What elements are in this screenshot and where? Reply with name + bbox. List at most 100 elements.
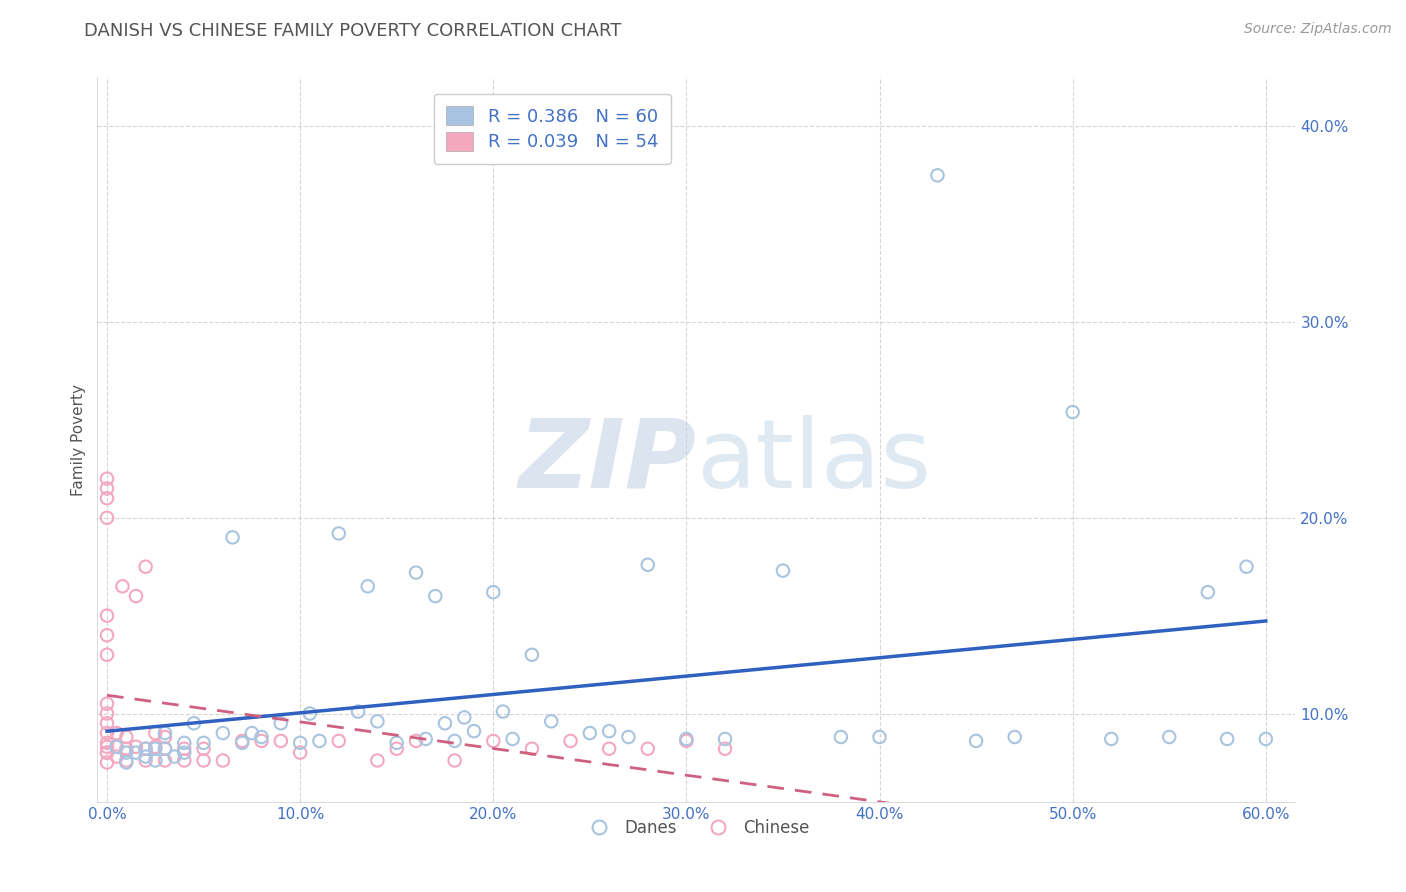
Point	[637, 741, 659, 756]
Point	[366, 714, 388, 729]
Point	[212, 754, 235, 768]
Point	[433, 716, 456, 731]
Point	[675, 731, 697, 746]
Point	[1236, 559, 1258, 574]
Text: DANISH VS CHINESE FAMILY POVERTY CORRELATION CHART: DANISH VS CHINESE FAMILY POVERTY CORRELA…	[84, 22, 621, 40]
Point	[1159, 730, 1181, 744]
Point	[463, 724, 485, 739]
Point	[125, 739, 148, 754]
Point	[231, 734, 253, 748]
Point	[221, 530, 243, 544]
Point	[153, 726, 176, 740]
Point	[1004, 730, 1026, 744]
Point	[153, 730, 176, 744]
Point	[425, 589, 447, 603]
Point	[105, 726, 128, 740]
Point	[1216, 731, 1239, 746]
Legend: Danes, Chinese: Danes, Chinese	[576, 813, 817, 844]
Point	[115, 756, 138, 770]
Point	[385, 736, 408, 750]
Point	[153, 741, 176, 756]
Point	[772, 564, 794, 578]
Point	[443, 754, 465, 768]
Point	[143, 726, 166, 740]
Point	[115, 730, 138, 744]
Point	[96, 491, 118, 506]
Point	[125, 746, 148, 760]
Point	[173, 754, 195, 768]
Point	[1254, 731, 1277, 746]
Point	[173, 741, 195, 756]
Point	[143, 741, 166, 756]
Point	[482, 734, 505, 748]
Text: atlas: atlas	[696, 415, 931, 508]
Point	[96, 756, 118, 770]
Point	[96, 608, 118, 623]
Point	[598, 741, 620, 756]
Point	[193, 741, 215, 756]
Point	[675, 734, 697, 748]
Point	[328, 734, 350, 748]
Point	[173, 746, 195, 760]
Point	[115, 754, 138, 768]
Point	[96, 628, 118, 642]
Point	[714, 731, 737, 746]
Point	[250, 730, 273, 744]
Point	[143, 739, 166, 754]
Point	[453, 710, 475, 724]
Point	[443, 734, 465, 748]
Point	[111, 579, 134, 593]
Point	[183, 716, 205, 731]
Point	[240, 726, 263, 740]
Point	[96, 510, 118, 524]
Point	[579, 726, 602, 740]
Point	[96, 706, 118, 721]
Point	[1062, 405, 1084, 419]
Point	[385, 741, 408, 756]
Point	[250, 734, 273, 748]
Point	[193, 736, 215, 750]
Point	[308, 734, 330, 748]
Point	[1197, 585, 1219, 599]
Point	[96, 746, 118, 760]
Point	[598, 724, 620, 739]
Point	[288, 746, 311, 760]
Point	[143, 754, 166, 768]
Point	[270, 734, 292, 748]
Text: ZIP: ZIP	[519, 415, 696, 508]
Point	[405, 566, 427, 580]
Point	[328, 526, 350, 541]
Point	[927, 169, 949, 183]
Point	[96, 648, 118, 662]
Point	[270, 716, 292, 731]
Point	[135, 741, 157, 756]
Point	[135, 741, 157, 756]
Point	[105, 749, 128, 764]
Y-axis label: Family Poverty: Family Poverty	[72, 384, 86, 496]
Point	[714, 741, 737, 756]
Point	[482, 585, 505, 599]
Point	[96, 726, 118, 740]
Point	[298, 706, 321, 721]
Point	[502, 731, 524, 746]
Point	[96, 472, 118, 486]
Point	[560, 734, 582, 748]
Point	[135, 754, 157, 768]
Point	[520, 741, 543, 756]
Point	[366, 754, 388, 768]
Point	[105, 739, 128, 754]
Point	[193, 754, 215, 768]
Point	[520, 648, 543, 662]
Point	[637, 558, 659, 572]
Point	[96, 736, 118, 750]
Point	[96, 739, 118, 754]
Point	[173, 736, 195, 750]
Point	[105, 739, 128, 754]
Point	[231, 736, 253, 750]
Point	[163, 749, 186, 764]
Point	[115, 746, 138, 760]
Point	[125, 589, 148, 603]
Point	[153, 754, 176, 768]
Point	[357, 579, 380, 593]
Point	[96, 697, 118, 711]
